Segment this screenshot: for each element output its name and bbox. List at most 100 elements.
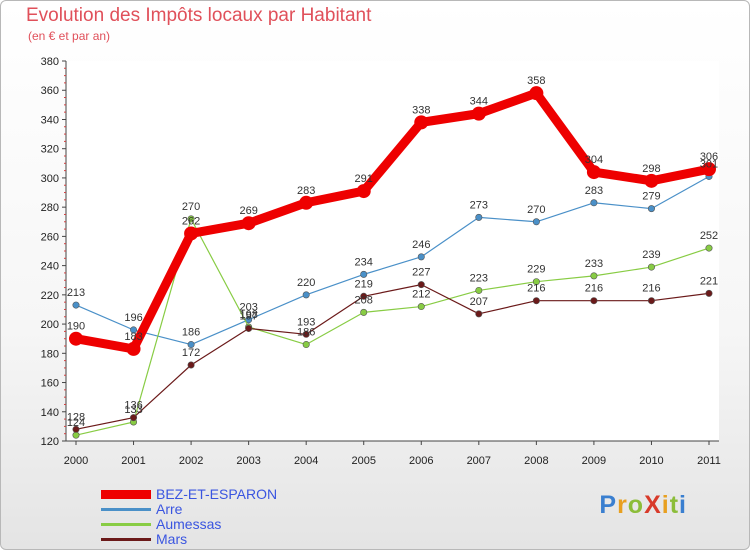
data-label: 223 <box>470 272 488 284</box>
data-label: 233 <box>585 258 603 270</box>
data-point <box>475 213 483 221</box>
data-point <box>245 316 253 324</box>
data-point <box>590 272 598 280</box>
y-tick-label: 140 <box>41 407 59 419</box>
data-point <box>72 301 80 309</box>
data-point <box>644 173 659 188</box>
x-tick-label: 2001 <box>121 455 145 467</box>
data-label: 262 <box>182 215 200 227</box>
data-point <box>414 115 429 130</box>
data-point <box>417 303 425 311</box>
data-point <box>130 326 138 334</box>
data-label: 208 <box>355 294 373 306</box>
y-tick-label: 200 <box>41 319 59 331</box>
data-point <box>187 215 195 223</box>
data-label: 252 <box>700 230 718 242</box>
data-label: 136 <box>124 400 142 412</box>
x-tick-label: 2006 <box>409 455 433 467</box>
data-point <box>245 324 253 332</box>
data-point <box>187 341 195 349</box>
data-point <box>647 297 655 305</box>
data-point <box>590 297 598 305</box>
data-label: 128 <box>67 411 85 423</box>
data-point <box>360 308 368 316</box>
y-tick-label: 380 <box>41 56 59 68</box>
data-point <box>72 431 80 439</box>
legend-label: Mars <box>156 531 188 547</box>
data-label: 298 <box>642 163 660 175</box>
legend-label: BEZ-ET-ESPARON <box>156 486 278 502</box>
data-label: 221 <box>700 275 718 287</box>
data-point <box>532 278 540 286</box>
legend-label: Arre <box>156 501 183 517</box>
data-label: 207 <box>470 296 488 308</box>
y-tick-label: 120 <box>41 436 59 448</box>
legend-swatch <box>101 523 151 526</box>
x-tick-label: 2007 <box>467 455 491 467</box>
legend-swatch <box>101 538 151 541</box>
data-point <box>299 195 314 210</box>
chart-title: Evolution des Impôts locaux par Habitant <box>26 5 372 26</box>
y-tick-label: 340 <box>41 114 59 126</box>
data-label: 291 <box>355 173 373 185</box>
data-label: 197 <box>239 310 257 322</box>
data-label: 227 <box>412 267 430 279</box>
data-label: 193 <box>297 316 315 328</box>
brand-letter: t <box>669 491 680 519</box>
data-point <box>184 226 199 241</box>
data-point <box>647 263 655 271</box>
data-label: 190 <box>67 321 85 333</box>
y-tick-label: 240 <box>41 261 59 273</box>
x-tick-label: 2009 <box>582 455 606 467</box>
data-label: 216 <box>585 283 603 295</box>
x-tick-label: 2002 <box>179 455 203 467</box>
data-point <box>586 165 601 180</box>
y-tick-label: 160 <box>41 378 59 390</box>
data-point <box>241 216 256 231</box>
data-label: 133 <box>124 404 142 416</box>
legend-swatch <box>101 490 151 499</box>
data-label: 203 <box>239 302 257 314</box>
data-point <box>471 106 486 121</box>
chart-subtitle: (en € et par an) <box>28 29 111 43</box>
data-label: 196 <box>124 312 142 324</box>
data-point <box>702 162 716 177</box>
data-label: 198 <box>239 309 257 321</box>
y-tick-label: 180 <box>41 348 59 360</box>
data-label: 220 <box>297 277 315 289</box>
data-point <box>475 286 483 294</box>
data-label: 279 <box>642 191 660 203</box>
data-label: 124 <box>67 417 85 429</box>
plot-area <box>66 61 719 441</box>
data-point <box>590 199 598 207</box>
data-point <box>529 86 544 101</box>
x-tick-label: 2003 <box>236 455 260 467</box>
data-label: 212 <box>412 289 430 301</box>
y-tick-label: 360 <box>41 85 59 97</box>
data-label: 283 <box>297 185 315 197</box>
data-point <box>72 425 80 433</box>
data-label: 213 <box>67 287 85 299</box>
x-tick-label: 2004 <box>294 455 318 467</box>
y-tick-label: 320 <box>41 144 59 156</box>
y-tick-label: 300 <box>41 173 59 185</box>
data-point <box>417 281 425 289</box>
data-point <box>360 270 368 278</box>
brand-letter: i <box>679 491 687 519</box>
data-point <box>705 289 713 297</box>
legend-label: Aumessas <box>156 516 222 532</box>
data-label: 183 <box>124 331 142 343</box>
data-point <box>532 218 540 226</box>
data-point <box>532 297 540 305</box>
data-label: 273 <box>470 199 488 211</box>
x-tick-label: 2005 <box>351 455 375 467</box>
data-point <box>417 253 425 261</box>
legend-swatch <box>101 508 151 511</box>
data-label: 216 <box>527 283 545 295</box>
x-tick-label: 2011 <box>697 455 721 467</box>
brand-letter: P <box>599 491 618 519</box>
data-point <box>475 310 483 318</box>
series-line <box>71 88 714 354</box>
data-label: 229 <box>527 264 545 276</box>
